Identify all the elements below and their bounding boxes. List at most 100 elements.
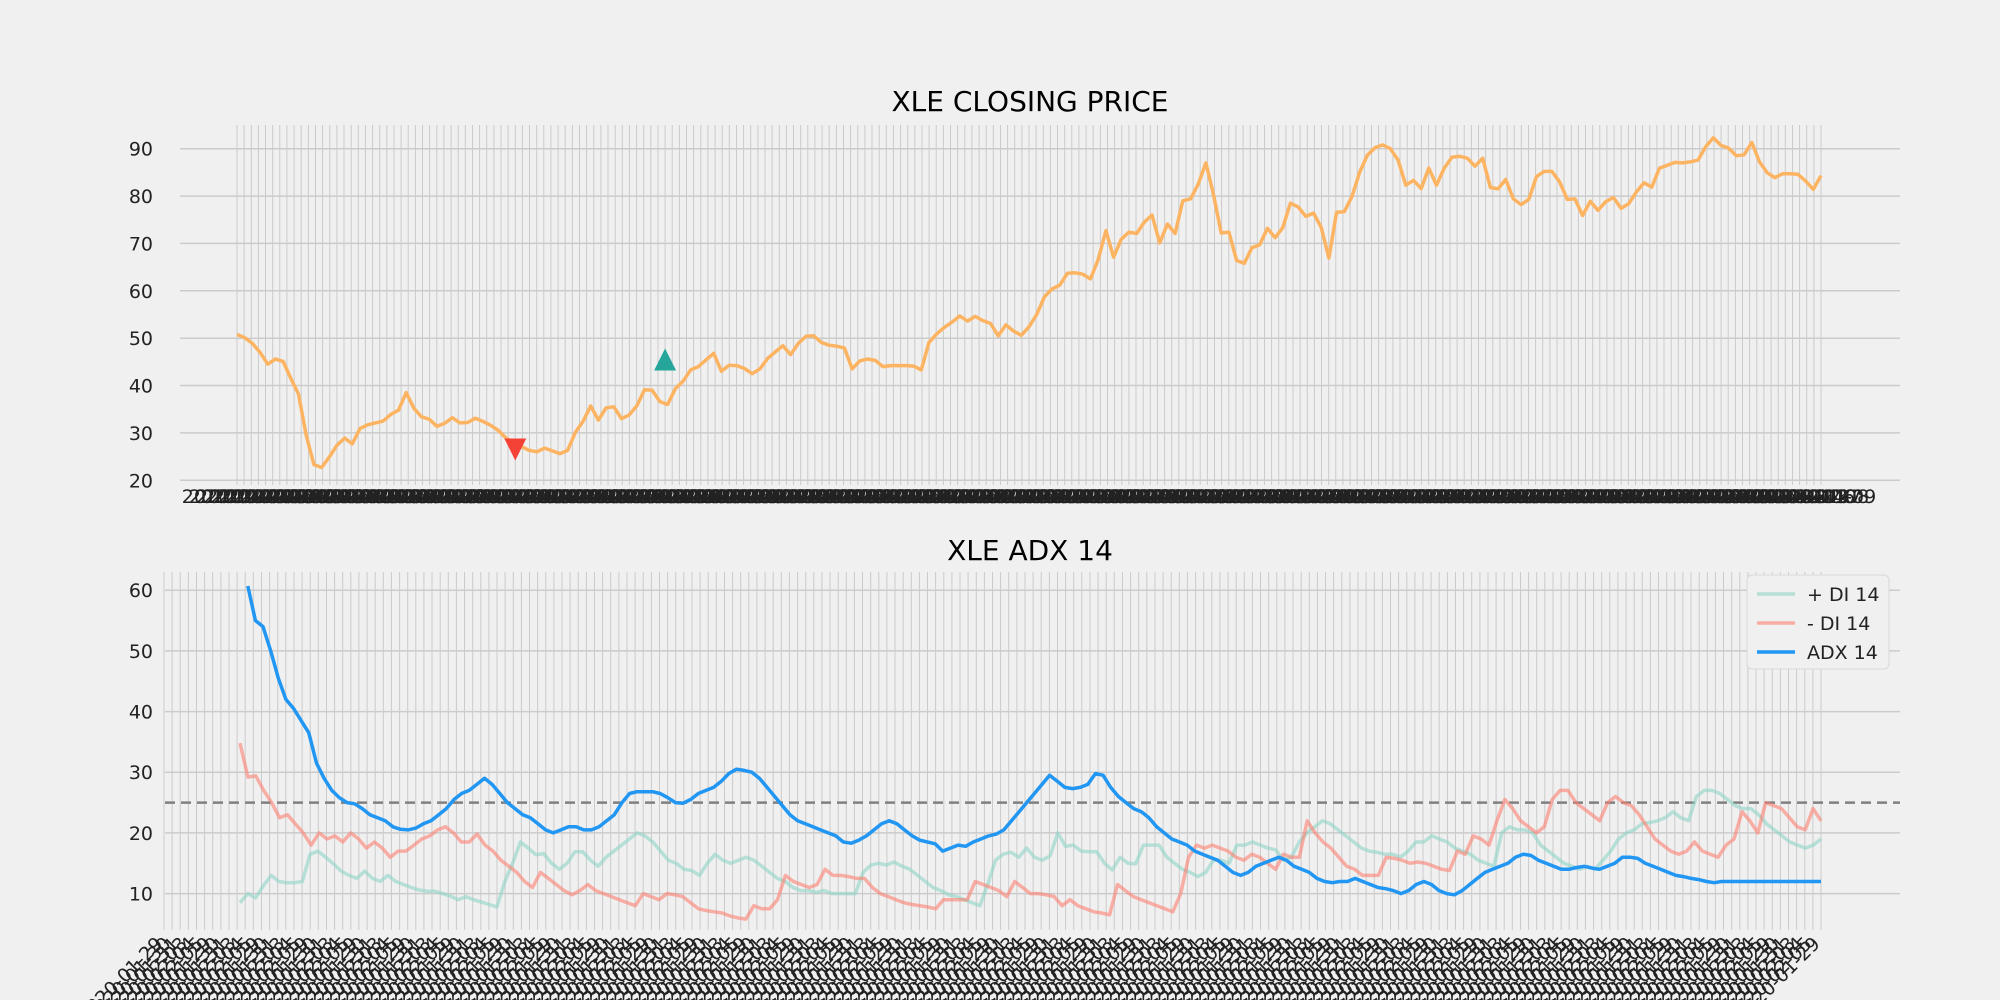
- price-xtick-label: 2020-04-09: [1252, 486, 1362, 508]
- price-xtick-label: 2020-04-13: [745, 486, 855, 508]
- price-xtick-label: 2020-04-09: [282, 486, 392, 508]
- price-xtick-label: 2020-04-06: [1116, 486, 1226, 508]
- price-xtick-label: 2020-04-09: [1309, 486, 1419, 508]
- price-xtick-label: 2020-04-03: [1566, 486, 1676, 508]
- price-xtick-label: 2020-04-09: [852, 486, 962, 508]
- price-xtick-label: 2020-04-08: [446, 486, 556, 508]
- price-xtick-label: 2020-04-03: [1223, 486, 1333, 508]
- price-xtick-label: 2020-04-01: [1438, 486, 1548, 508]
- adx-xtick-labels: 2020-01-292020-01-302020-01-312020-02-03…: [74, 933, 1825, 1000]
- price-xtick-label: 2020-04-06: [260, 486, 370, 508]
- price-xtick-label: 2020-04-09: [1480, 486, 1590, 508]
- price-xtick-label: 2020-04-06: [717, 486, 827, 508]
- price-xtick-label: 2020-04-07: [1523, 486, 1633, 508]
- price-xtick-label: 2020-04-07: [895, 486, 1005, 508]
- adx-series-line-1: [238, 742, 1823, 921]
- price-xtick-label: 2020-04-13: [1602, 486, 1712, 508]
- price-xtick-label: 2020-04-06: [1744, 486, 1854, 508]
- price-xtick-label: 2020-04-08: [1702, 486, 1812, 508]
- price-xtick-label: 2020-04-07: [496, 486, 606, 508]
- price-xtick-label: 2020-04-08: [1416, 486, 1526, 508]
- price-ytick-label: 60: [129, 281, 153, 303]
- price-xtick-label: 2020-04-06: [1174, 486, 1284, 508]
- price-xtick-label: 2020-04-09: [1595, 486, 1705, 508]
- legend-label: + DI 14: [1807, 584, 1879, 606]
- price-xtick-label: 2020-04-07: [1409, 486, 1519, 508]
- price-xtick-label: 2020-04-06: [603, 486, 713, 508]
- price-xtick-label: 2020-04-03: [653, 486, 763, 508]
- price-xtick-label: 2020-04-02: [360, 486, 470, 508]
- price-xtick-label: 2020-04-06: [1231, 486, 1341, 508]
- price-xtick-label: 2020-04-02: [931, 486, 1041, 508]
- price-xtick-label: 2020-04-08: [389, 486, 499, 508]
- price-xtick-label: 2020-04-09: [624, 486, 734, 508]
- price-xtick-label: 2020-04-07: [1352, 486, 1462, 508]
- price-xtick-label: 2020-04-03: [196, 486, 306, 508]
- price-xtick-label: 2020-04-07: [1238, 486, 1348, 508]
- price-xtick-label: 2020-04-03: [1452, 486, 1562, 508]
- price-xtick-label: 2020-04-06: [203, 486, 313, 508]
- price-xtick-label: 2020-04-09: [1537, 486, 1647, 508]
- price-xtick-label: 2020-04-13: [860, 486, 970, 508]
- sell-signal-marker: [504, 438, 527, 461]
- price-chart-title: XLE CLOSING PRICE: [892, 85, 1169, 118]
- price-xtick-label: 2020-04-06: [888, 486, 998, 508]
- price-xtick-label: 2020-04-03: [1109, 486, 1219, 508]
- price-xtick-label: 2020-04-08: [1530, 486, 1640, 508]
- price-xtick-label: 2020-04-06: [317, 486, 427, 508]
- price-grid: [180, 125, 1900, 485]
- price-xtick-label: 2020-04-01: [1095, 486, 1205, 508]
- price-xtick-label: 2020-04-02: [588, 486, 698, 508]
- price-xtick-label: 2020-04-02: [1216, 486, 1326, 508]
- price-xtick-label: 2020-04-09: [1709, 486, 1819, 508]
- price-xtick-label: 2020-04-09: [453, 486, 563, 508]
- price-xtick-label: 2020-04-13: [1145, 486, 1255, 508]
- price-xtick-label: 2020-04-01: [1152, 486, 1262, 508]
- adx-legend: + DI 14 - DI 14 ADX 14: [1746, 574, 1890, 670]
- price-xtick-label: 2020-04-09: [510, 486, 620, 508]
- adx-chart-title: XLE ADX 14: [947, 534, 1113, 567]
- price-xtick-label: 2020-04-03: [1395, 486, 1505, 508]
- price-xtick-label: 2020-04-13: [1316, 486, 1426, 508]
- price-xtick-label: 2020-04-06: [1459, 486, 1569, 508]
- price-xtick-label: 2020-04-01: [1266, 486, 1376, 508]
- price-xtick-label: 2020-04-01: [467, 486, 577, 508]
- price-xtick-label: 2020-04-01: [581, 486, 691, 508]
- price-xtick-label: 2020-04-07: [267, 486, 377, 508]
- price-xtick-label: 2020-04-03: [1338, 486, 1448, 508]
- price-xtick-label: 2020-04-01: [1495, 486, 1605, 508]
- price-xtick-label: 2020-04-06: [945, 486, 1055, 508]
- price-xtick-label: 2020-04-02: [1331, 486, 1441, 508]
- price-xtick-label: 2020-04-06: [660, 486, 770, 508]
- price-xtick-label: 2020-04-06: [374, 486, 484, 508]
- price-xtick-label: 2020-04-08: [1188, 486, 1298, 508]
- price-xtick-label: 2020-04-13: [688, 486, 798, 508]
- price-ytick-label: 90: [129, 139, 153, 161]
- price-xtick-label: 2020-04-03: [310, 486, 420, 508]
- price-series-line-0: [236, 136, 1823, 470]
- price-xtick-label: 2020-04-13: [460, 486, 570, 508]
- price-xtick-label: 2020-04-01: [981, 486, 1091, 508]
- price-xtick-label: 2020-04-03: [539, 486, 649, 508]
- price-xtick-label: 2020-04-07: [610, 486, 720, 508]
- price-xtick-label: 2020-04-13: [289, 486, 399, 508]
- price-xtick-label: 2020-04-06: [831, 486, 941, 508]
- price-xtick-label: 2020-04-08: [902, 486, 1012, 508]
- price-xtick-label: 2020-04-13: [1716, 486, 1826, 508]
- price-xtick-label: 2020-04-09: [1423, 486, 1533, 508]
- price-xtick-label: 2020-04-03: [1737, 486, 1847, 508]
- price-xtick-label: 2020-04-07: [838, 486, 948, 508]
- price-xtick-label: 2020-04-02: [303, 486, 413, 508]
- price-xtick-label: 2020-04-07: [324, 486, 434, 508]
- price-xtick-label: 2020-04-09: [1024, 486, 1134, 508]
- price-xtick-label: 2020-04-07: [724, 486, 834, 508]
- price-xtick-label: 2020-04-02: [1616, 486, 1726, 508]
- adx-ytick-label: 20: [129, 823, 153, 845]
- price-xtick-label: 2020-04-01: [695, 486, 805, 508]
- price-xtick-label: 2020-04-07: [1637, 486, 1747, 508]
- price-xtick-label: 2020-04-01: [296, 486, 406, 508]
- price-ytick-label: 30: [129, 423, 153, 445]
- price-xtick-label: 2020-04-08: [1473, 486, 1583, 508]
- price-xtick-label: 2020-04-09: [1195, 486, 1305, 508]
